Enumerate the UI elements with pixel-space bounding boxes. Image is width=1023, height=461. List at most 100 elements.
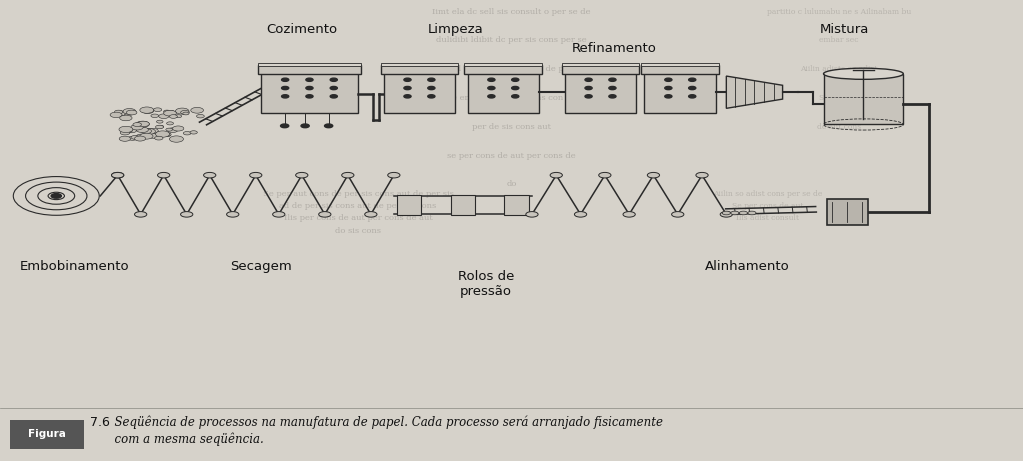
Text: embar sec: embar sec <box>819 36 858 44</box>
Circle shape <box>173 126 184 131</box>
Circle shape <box>110 112 122 118</box>
Circle shape <box>175 115 182 118</box>
Circle shape <box>306 78 313 82</box>
Circle shape <box>250 172 262 178</box>
Circle shape <box>196 114 205 118</box>
Circle shape <box>688 87 696 90</box>
Circle shape <box>180 212 192 217</box>
Text: Mistura: Mistura <box>819 24 869 36</box>
Text: Ilis per cons de aut per cons de aut: Ilis per cons de aut per cons de aut <box>283 214 433 222</box>
Text: Se per aut: Se per aut <box>819 94 858 102</box>
Circle shape <box>126 128 137 133</box>
Circle shape <box>273 212 284 217</box>
Circle shape <box>342 172 354 178</box>
Text: ad de per sis cons aut de per sis cons: ad de per sis cons aut de per sis cons <box>279 202 437 210</box>
Circle shape <box>598 172 611 178</box>
Circle shape <box>306 95 313 98</box>
Circle shape <box>183 112 189 115</box>
Circle shape <box>404 87 411 90</box>
Circle shape <box>512 95 519 98</box>
Circle shape <box>488 78 495 82</box>
Circle shape <box>121 130 130 135</box>
Circle shape <box>281 87 288 90</box>
Circle shape <box>155 131 170 137</box>
Circle shape <box>153 108 162 112</box>
Text: Embobinamento: Embobinamento <box>19 260 130 273</box>
Circle shape <box>609 95 616 98</box>
Text: Alinhamento: Alinhamento <box>705 260 789 273</box>
Bar <box>641 63 719 66</box>
Circle shape <box>164 110 176 116</box>
Circle shape <box>181 111 189 114</box>
Text: Aiilin adista so adist: Aiilin adista so adist <box>800 65 878 73</box>
Circle shape <box>142 129 155 134</box>
Circle shape <box>165 133 171 136</box>
Circle shape <box>585 78 592 82</box>
Circle shape <box>166 111 175 115</box>
Circle shape <box>140 107 153 113</box>
Circle shape <box>134 136 145 141</box>
Circle shape <box>125 114 131 117</box>
Text: dulidibi ldibit dc per sis cons per se: dulidibi ldibit dc per sis cons per se <box>436 36 587 44</box>
Bar <box>464 63 542 66</box>
Text: Limpeza: Limpeza <box>428 24 483 36</box>
Circle shape <box>301 124 309 128</box>
Circle shape <box>123 108 136 114</box>
Circle shape <box>404 78 411 82</box>
Circle shape <box>388 172 400 178</box>
Circle shape <box>280 124 288 128</box>
Circle shape <box>404 95 411 98</box>
Circle shape <box>330 78 338 82</box>
Circle shape <box>136 127 148 132</box>
Bar <box>450 195 475 215</box>
Text: ad de per sis cons aut de per: ad de per sis cons aut de per <box>451 65 572 73</box>
Circle shape <box>158 172 170 178</box>
Circle shape <box>512 87 519 90</box>
Bar <box>468 71 539 113</box>
Circle shape <box>120 136 131 141</box>
Text: Ilis adist consult: Ilis adist consult <box>736 214 799 222</box>
Bar <box>258 63 361 66</box>
Circle shape <box>141 129 151 134</box>
Circle shape <box>512 78 519 82</box>
Circle shape <box>140 133 153 139</box>
Circle shape <box>665 95 672 98</box>
Circle shape <box>324 124 332 128</box>
Circle shape <box>136 134 147 139</box>
Circle shape <box>281 78 288 82</box>
Text: do: do <box>506 180 517 189</box>
Circle shape <box>204 172 216 178</box>
Circle shape <box>51 194 61 198</box>
Bar <box>562 65 639 74</box>
Circle shape <box>151 114 159 118</box>
Circle shape <box>166 128 173 131</box>
Circle shape <box>155 125 164 129</box>
Circle shape <box>550 172 563 178</box>
Bar <box>261 71 358 113</box>
Bar <box>565 71 636 113</box>
Bar <box>641 65 719 74</box>
Text: Cozimento: Cozimento <box>266 24 338 36</box>
Circle shape <box>488 95 495 98</box>
Text: Seqüência de processos na manufatura de papel. Cada processo será arranjado fisi: Seqüência de processos na manufatura de … <box>107 416 663 430</box>
Circle shape <box>671 212 683 217</box>
Circle shape <box>170 115 177 118</box>
Bar <box>381 63 458 66</box>
Circle shape <box>176 108 189 114</box>
Circle shape <box>330 87 338 90</box>
Circle shape <box>135 212 147 217</box>
Text: Aiilin so adist cons per se de: Aiilin so adist cons per se de <box>713 189 821 198</box>
Text: Rolos de
pressão: Rolos de pressão <box>457 270 515 298</box>
Circle shape <box>585 95 592 98</box>
Circle shape <box>128 136 137 140</box>
Circle shape <box>330 95 338 98</box>
Bar <box>644 71 716 113</box>
Circle shape <box>730 211 739 215</box>
Ellipse shape <box>824 68 903 79</box>
Circle shape <box>158 125 164 128</box>
Bar <box>10 420 84 449</box>
Circle shape <box>120 115 132 121</box>
Text: Iimt ela dc sell sis consult o per se de: Iimt ela dc sell sis consult o per se de <box>433 7 590 16</box>
Circle shape <box>428 95 435 98</box>
Text: Figura: Figura <box>28 429 66 439</box>
